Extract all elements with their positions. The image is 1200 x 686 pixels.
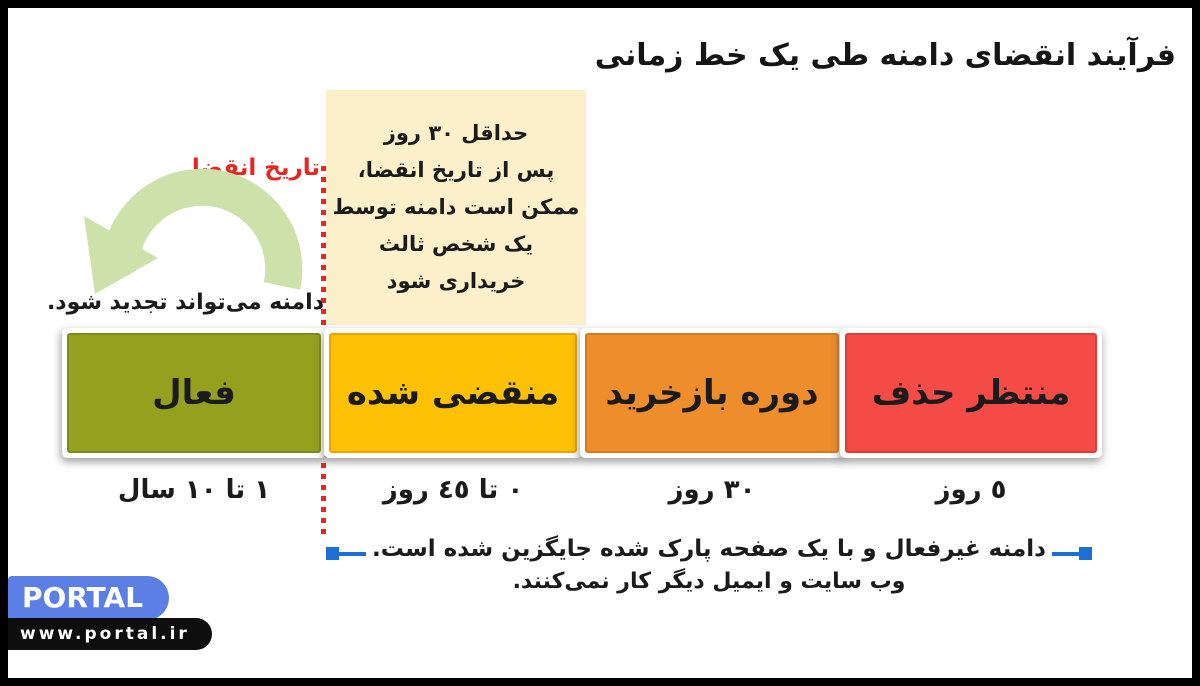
stage-card: منتظر حذف [840,328,1102,458]
stage-card: دوره بازخرید [580,328,844,458]
brand-logo: PORTAL [8,576,170,620]
stage-pending-delete-duration: ٥ روز [935,475,1007,505]
stage-pending-delete: منتظر حذف ٥ روز [840,328,1102,505]
infographic-canvas: فرآیند انقضای دامنه طی یک خط زمانی حداقل… [8,8,1192,678]
stage-card: فعال [62,328,326,458]
stage-redemption: دوره بازخرید ٣٠ روز [580,328,844,505]
info-box-text: حداقل ٣٠ روز پس از تاریخ انقضا، ممکن است… [332,121,580,293]
footer-note-line2: وب سایت و ایمیل دیگر کار نمی‌کنند. [512,569,906,594]
brand-url: www.portal.ir [8,618,212,650]
info-box: حداقل ٣٠ روز پس از تاریخ انقضا، ممکن است… [326,90,586,325]
stage-active: فعال ١ تا ١٠ سال [62,328,326,505]
renew-note: دامنه می‌تواند تجدید شود. [46,290,324,315]
stage-card: منقضی شده [324,328,582,458]
stage-expired: منقضی شده ٠ تا ٤٥ روز [324,328,582,505]
stage-redemption-duration: ٣٠ روز [668,475,756,505]
stage-active-duration: ١ تا ١٠ سال [117,475,271,505]
footer-note-line1: دامنه غیرفعال و با یک صفحه پارک شده جایگ… [308,536,1110,562]
renew-arrow-icon [84,168,303,294]
stage-redemption-box: دوره بازخرید [585,333,839,453]
connector-endpoint-right [1079,547,1092,560]
stage-pending-delete-box: منتظر حذف [845,333,1097,453]
stage-expired-duration: ٠ تا ٤٥ روز [382,475,524,505]
connector-endpoint-left [326,547,339,560]
stage-expired-box: منقضی شده [329,333,577,453]
page-title: فرآیند انقضای دامنه طی یک خط زمانی [594,38,1176,73]
stage-active-box: فعال [67,333,321,453]
